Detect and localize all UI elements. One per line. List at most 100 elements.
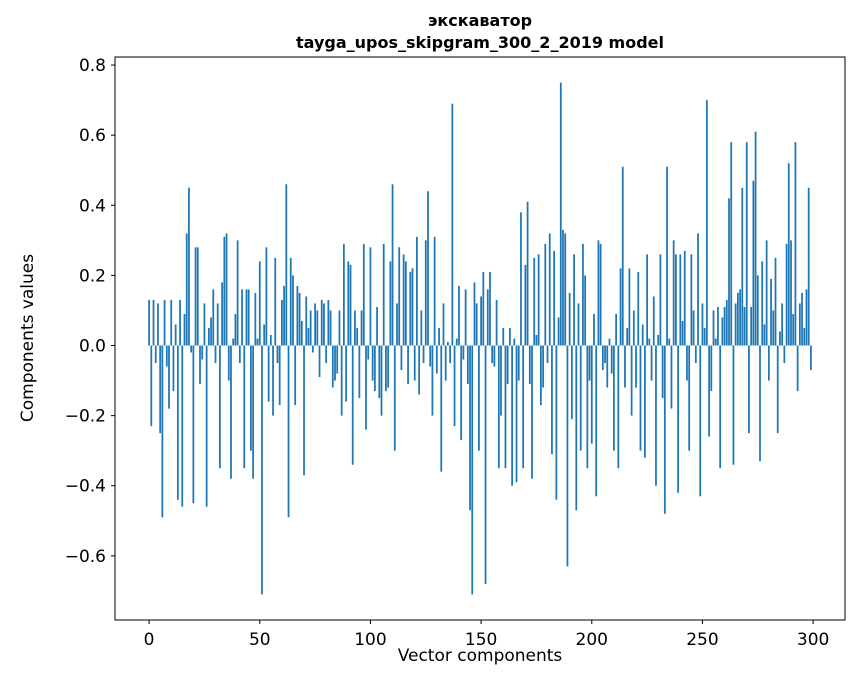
bar	[767, 345, 770, 381]
bar	[515, 345, 518, 483]
bar	[666, 166, 668, 346]
bar	[637, 271, 640, 346]
bar	[398, 247, 401, 346]
bar	[458, 285, 460, 346]
bar	[796, 345, 799, 392]
bar	[396, 303, 398, 346]
bar	[378, 345, 381, 399]
bar	[566, 345, 569, 567]
bar	[168, 345, 170, 409]
x-tick-label: 300	[797, 630, 829, 650]
bar	[471, 345, 474, 595]
bar	[221, 282, 224, 346]
bar	[794, 142, 797, 346]
bar	[354, 310, 356, 346]
bar	[628, 268, 631, 346]
bar	[453, 345, 456, 427]
bar	[648, 338, 651, 346]
bar	[345, 345, 347, 402]
bar	[216, 303, 219, 346]
bar	[601, 345, 604, 371]
y-tick-label: 0.4	[79, 196, 106, 216]
bar	[254, 292, 257, 346]
bar	[705, 100, 708, 346]
bar	[351, 345, 354, 465]
bar	[606, 345, 609, 388]
bar	[227, 345, 230, 381]
bar	[517, 345, 520, 381]
bar	[537, 254, 540, 346]
bar	[635, 345, 637, 388]
x-tick-label: 0	[144, 630, 155, 650]
bar	[801, 292, 803, 346]
bar	[495, 299, 498, 346]
bar	[484, 345, 487, 584]
bar	[245, 289, 248, 346]
bar	[316, 310, 319, 346]
bar	[776, 345, 779, 434]
bar	[276, 345, 279, 364]
bar	[338, 310, 341, 346]
bar	[759, 345, 761, 462]
bars	[148, 82, 812, 595]
bar	[597, 240, 600, 346]
bar	[420, 310, 423, 346]
bar	[382, 243, 385, 346]
bar	[247, 289, 250, 346]
bar	[320, 299, 323, 346]
bar	[701, 303, 704, 346]
bar	[451, 103, 454, 346]
bar	[258, 261, 261, 346]
bar	[380, 345, 383, 416]
bar	[661, 345, 664, 399]
bar	[469, 345, 471, 511]
bar	[730, 142, 733, 346]
bar	[548, 233, 551, 346]
bar	[464, 289, 467, 346]
bar	[194, 247, 197, 346]
bar	[663, 345, 666, 514]
bar	[376, 306, 378, 346]
bar	[418, 345, 421, 395]
bar	[526, 201, 529, 346]
bar	[573, 254, 575, 346]
bar	[210, 317, 212, 346]
bar	[544, 243, 547, 346]
bar	[579, 345, 582, 451]
bar	[272, 345, 274, 416]
bar	[170, 299, 173, 346]
bar	[267, 345, 270, 402]
bar	[281, 299, 283, 346]
bar	[630, 345, 633, 416]
bar	[650, 345, 653, 381]
bar	[263, 324, 266, 346]
bar	[460, 345, 463, 441]
bar	[371, 345, 374, 381]
bar	[739, 289, 741, 346]
bar	[196, 247, 199, 346]
bar	[340, 345, 343, 416]
bar	[174, 324, 177, 346]
bar	[564, 233, 567, 346]
bar	[511, 345, 513, 486]
bar	[644, 345, 646, 458]
bar	[161, 345, 164, 518]
bar	[478, 345, 480, 451]
bar	[491, 345, 494, 364]
chart-title-model: tayga_upos_skipgram_300_2_2019 model	[296, 33, 664, 52]
bar	[624, 345, 626, 388]
bar	[265, 247, 268, 346]
bar	[327, 299, 330, 346]
bar	[179, 299, 181, 346]
bar	[424, 240, 427, 346]
bar	[300, 320, 303, 346]
bar	[807, 187, 810, 346]
bar	[690, 254, 693, 346]
bar	[524, 264, 527, 346]
bar	[336, 345, 339, 374]
bar	[599, 243, 602, 346]
bar	[555, 345, 558, 500]
bar	[205, 345, 208, 507]
bar	[411, 268, 414, 346]
